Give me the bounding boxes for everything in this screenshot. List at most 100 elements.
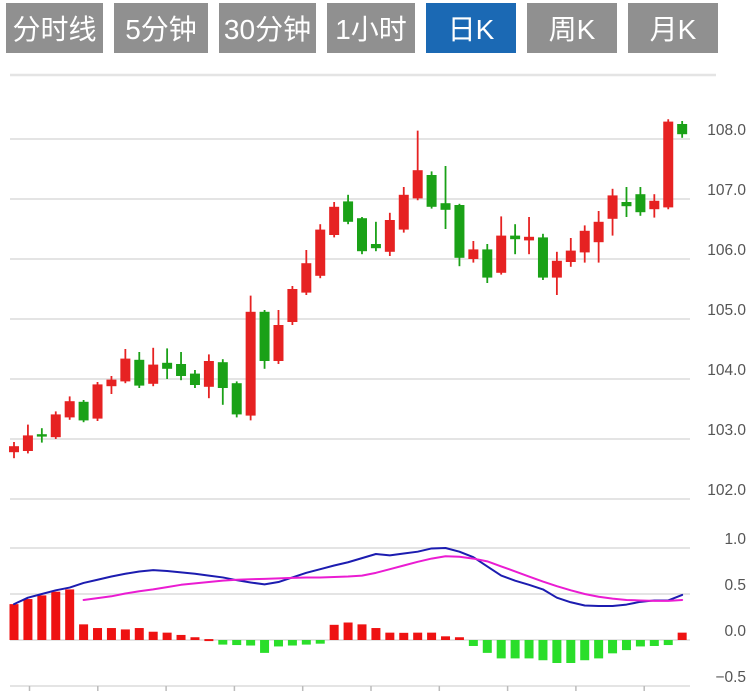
macd-histogram-bar <box>635 640 645 647</box>
candle-body <box>496 235 507 273</box>
macd-histogram-bar <box>357 624 367 640</box>
macd-histogram-bar <box>468 640 478 646</box>
candle-body <box>635 194 646 213</box>
macd-histogram-bar <box>608 640 618 654</box>
macd-dif-line <box>13 547 684 607</box>
macd-histogram-bar <box>441 636 451 640</box>
macd-histogram-bar <box>218 640 228 645</box>
tab-30min[interactable]: 30分钟 <box>219 3 316 53</box>
candle-body <box>231 383 242 415</box>
macd-histogram-bar <box>232 640 242 646</box>
period-tabbar: 分时线 5分钟 30分钟 1小时 日K 周K 月K <box>6 3 718 53</box>
macd-histogram-bar <box>79 624 89 640</box>
candle-body <box>189 373 200 385</box>
candle-body <box>370 244 381 249</box>
macd-histogram-bar <box>148 631 158 640</box>
macd-histogram-bar <box>663 640 673 646</box>
candle-body <box>468 249 479 259</box>
macd-histogram-bar <box>482 640 492 653</box>
tab-1hour[interactable]: 1小时 <box>327 3 415 53</box>
macd-histogram-bar <box>454 637 464 640</box>
candle-body <box>9 446 19 453</box>
candle-body <box>176 364 187 376</box>
macd-histogram-bar <box>246 640 256 646</box>
tab-weekly-k[interactable]: 周K <box>527 3 617 53</box>
candle-body <box>36 434 47 437</box>
price-axis-label: 102.0 <box>707 482 746 499</box>
tab-timeshare[interactable]: 分时线 <box>6 3 103 53</box>
macd-histogram-bar <box>343 622 353 640</box>
candle-body <box>343 201 354 222</box>
tab-5min[interactable]: 5分钟 <box>114 3 208 53</box>
candle-body <box>259 311 270 361</box>
candle-body <box>607 195 618 219</box>
price-axis-label: 107.0 <box>707 182 746 199</box>
macd-histogram-bar <box>594 640 604 659</box>
macd-histogram-bar <box>106 628 116 640</box>
macd-histogram-bar <box>260 640 270 653</box>
macd-axis-label: 0.0 <box>724 623 746 640</box>
candle-body <box>22 435 33 451</box>
price-axis-label: 108.0 <box>707 122 746 139</box>
candle-body <box>50 414 61 438</box>
macd-histogram-bar <box>371 628 381 640</box>
candle-body <box>426 175 437 207</box>
macd-histogram-bar <box>385 632 395 640</box>
candle-body <box>273 325 284 361</box>
candle-body <box>621 202 632 207</box>
macd-histogram-bar <box>51 591 61 640</box>
tab-daily-k[interactable]: 日K <box>426 3 516 53</box>
candle-body <box>92 384 103 419</box>
macd-histogram-bar <box>301 640 311 645</box>
macd-dea-line <box>82 555 684 602</box>
macd-histogram-bar <box>287 640 297 646</box>
macd-histogram-bar <box>329 624 339 640</box>
macd-histogram-bar <box>190 637 200 640</box>
candle-body <box>64 401 75 418</box>
candle-body <box>287 289 298 322</box>
candle-body <box>148 364 159 384</box>
macd-axis-label: 0.5 <box>724 577 746 594</box>
macd-panel <box>9 547 687 663</box>
candle-body <box>245 311 256 416</box>
macd-histogram-bar <box>9 604 19 640</box>
candle-body <box>120 358 131 382</box>
tab-monthly-k[interactable]: 月K <box>628 3 718 53</box>
macd-histogram-bar <box>580 640 590 661</box>
macd-histogram-bar <box>134 628 144 640</box>
macd-histogram-bar <box>204 639 214 642</box>
price-axis-label: 106.0 <box>707 242 746 259</box>
candle-body <box>663 121 674 208</box>
candle-body <box>315 229 326 276</box>
candle-body <box>329 206 340 235</box>
price-axis-label: 103.0 <box>707 422 746 439</box>
candle-body <box>677 124 688 135</box>
axis-labels: 108.0 107.0 106.0 105.0 104.0 103.0 102.0 1.0 0.… <box>707 122 746 686</box>
macd-histogram-bar <box>37 595 47 640</box>
macd-histogram-bar <box>566 640 576 663</box>
macd-histogram-bar <box>510 640 520 659</box>
candle-body <box>217 362 228 388</box>
macd-histogram-bar <box>120 629 130 640</box>
candle-body <box>649 200 660 210</box>
candle-body <box>593 221 604 243</box>
candle-body <box>384 220 395 252</box>
candle-body <box>203 361 214 387</box>
price-axis-label: 105.0 <box>707 302 746 319</box>
candle-body <box>106 379 117 387</box>
macd-histogram-bar <box>413 632 423 640</box>
candle-body <box>579 230 590 253</box>
candle-body <box>482 249 493 278</box>
macd-histogram-bar <box>162 632 172 640</box>
macd-axis-label: −0.5 <box>715 669 746 686</box>
price-axis-label: 104.0 <box>707 362 746 379</box>
macd-histogram-bar <box>677 632 687 640</box>
candle-body <box>398 194 409 230</box>
macd-histogram-bar <box>93 628 103 640</box>
candle-body <box>510 235 521 240</box>
macd-histogram-bar <box>65 589 75 640</box>
macd-histogram-bar <box>524 640 534 659</box>
macd-histogram-bar <box>427 632 437 640</box>
